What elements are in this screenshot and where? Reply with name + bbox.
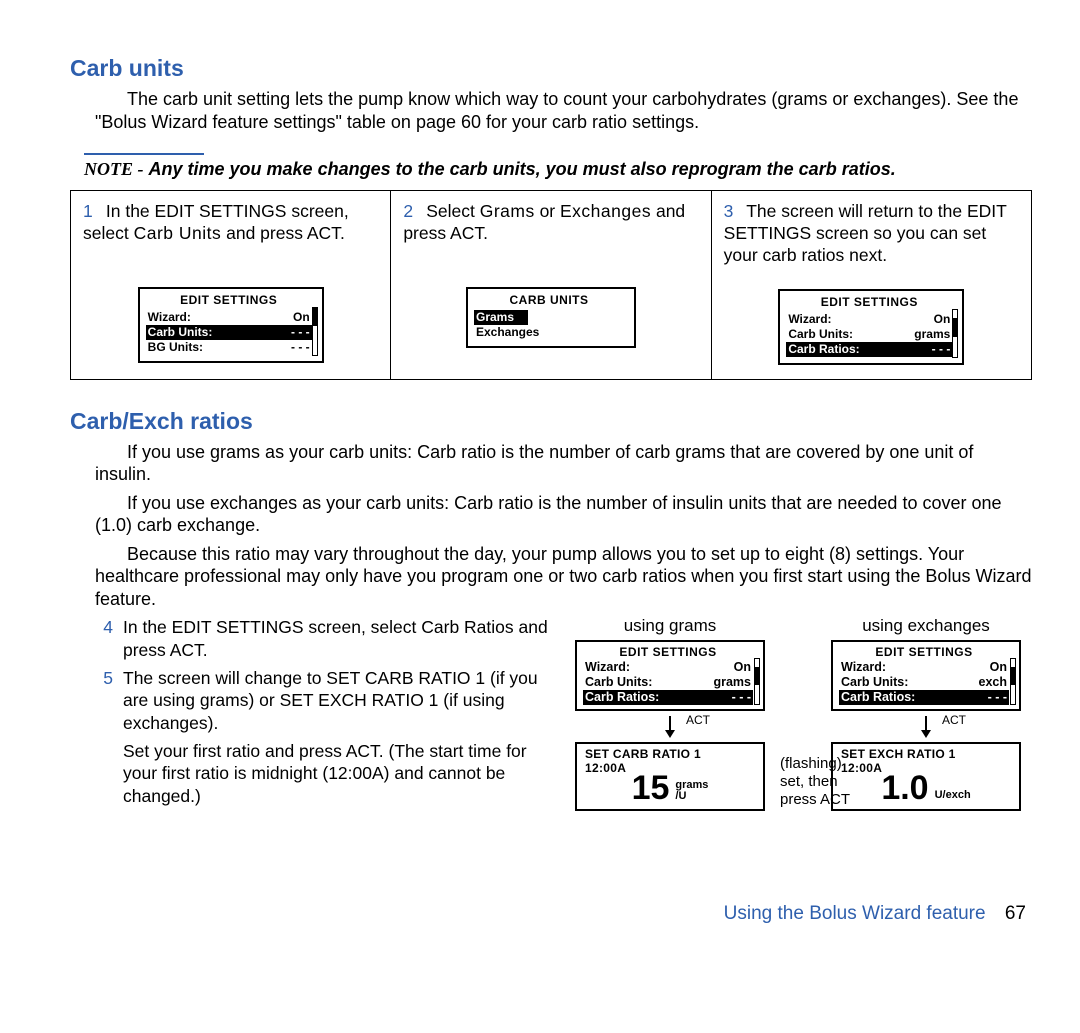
lower-wrap: 4 In the EDIT SETTINGS screen, select Ca…	[70, 616, 1032, 813]
grams-act-label: ACT	[686, 713, 710, 727]
exch-top-lcd: EDIT SETTINGS Wizard:On Carb Units:exch …	[831, 640, 1021, 711]
flashing-note: (flashing) set, then press ACT	[780, 755, 860, 809]
lcd2-row1: Grams	[474, 310, 528, 325]
lcd-step-3: EDIT SETTINGS Wizard:On Carb Units:grams…	[778, 289, 964, 365]
step-3-text: 3 The screen will return to the EDIT SET…	[724, 201, 1019, 267]
lcd3-scroll-thumb	[953, 318, 957, 337]
ratio-step-6: Set your first ratio and press ACT. (The…	[95, 740, 552, 807]
ratio-step-5: 5 The screen will change to SET CARB RAT…	[95, 667, 552, 734]
section-title-carb-units: Carb units	[70, 55, 1032, 82]
exch-act-arrow: ACT	[826, 715, 1026, 738]
section-title-carb-exch: Carb/Exch ratios	[70, 408, 1032, 435]
ratio-step-4: 4 In the EDIT SETTINGS screen, select Ca…	[95, 616, 552, 661]
arrow-icon	[669, 716, 671, 730]
step-1-text: 1 In the EDIT SETTINGS screen, select Ca…	[83, 201, 378, 245]
lcd3-title: EDIT SETTINGS	[788, 295, 950, 310]
step-2: 2 Select Grams or Exchanges and press AC…	[391, 191, 711, 379]
step5-num: 5	[95, 667, 123, 734]
lower-right: using grams EDIT SETTINGS Wizard:On Carb…	[570, 616, 1032, 809]
arrow-icon	[925, 716, 927, 730]
note-line: NOTE - Any time you make changes to the …	[84, 159, 1032, 180]
step-3-num: 3	[724, 201, 742, 223]
exch-big-value: 1.0	[881, 771, 928, 805]
footer-chapter: Using the Bolus Wizard feature	[724, 903, 986, 924]
lcd3-row3: Carb Ratios:- - -	[786, 342, 952, 357]
arrow-head-icon	[665, 730, 675, 738]
lcd3-row1: Wizard:On	[788, 312, 950, 327]
step5-text: The screen will change to SET CARB RATIO…	[123, 667, 552, 734]
col-grams-label: using grams	[570, 616, 770, 636]
lcd1-scroll-thumb	[313, 308, 317, 326]
step-box: 1 In the EDIT SETTINGS screen, select Ca…	[70, 190, 1032, 380]
ratio-steps: 4 In the EDIT SETTINGS screen, select Ca…	[95, 616, 552, 813]
step6-num	[95, 740, 123, 807]
lcd1-row3: BG Units:- - -	[148, 340, 310, 355]
lcd-step-1: EDIT SETTINGS Wizard:On Carb Units:- - -…	[138, 287, 324, 363]
para-exch: If you use exchanges as your carb units:…	[95, 492, 1032, 537]
step-3: 3 The screen will return to the EDIT SET…	[712, 191, 1031, 379]
lcd1-row1: Wizard:On	[148, 310, 310, 325]
lcd1-scroll	[312, 307, 318, 356]
col-grams: using grams EDIT SETTINGS Wizard:On Carb…	[570, 616, 770, 811]
lcd2-title: CARB UNITS	[476, 293, 622, 308]
step4-text: In the EDIT SETTINGS screen, select Carb…	[123, 616, 552, 661]
note-body: Any time you make changes to the carb un…	[149, 159, 896, 179]
lcd3-row2: Carb Units:grams	[788, 327, 950, 342]
step-1-num: 1	[83, 201, 101, 223]
page-footer: Using the Bolus Wizard feature 67	[70, 903, 1032, 925]
lcd1-title: EDIT SETTINGS	[148, 293, 310, 308]
lcd-step-2: CARB UNITS Grams Exchanges	[466, 287, 636, 348]
step4-num: 4	[95, 616, 123, 661]
step6-text: Set your first ratio and press ACT. (The…	[123, 740, 552, 807]
step-2-text: 2 Select Grams or Exchanges and press AC…	[403, 201, 698, 245]
note-rule	[84, 153, 204, 155]
arrow-head-icon	[921, 730, 931, 738]
lcd3-scroll	[952, 309, 958, 358]
grams-big-value: 15	[632, 771, 670, 805]
note-label: NOTE -	[84, 159, 144, 179]
col-exch-label: using exchanges	[826, 616, 1026, 636]
grams-act-arrow: ACT	[570, 715, 770, 738]
grams-top-lcd: EDIT SETTINGS Wizard:On Carb Units:grams…	[575, 640, 765, 711]
grams-bot-lcd: SET CARB RATIO 1 12:00A 15 grams/U	[575, 742, 765, 811]
para-grams: If you use grams as your carb units: Car…	[95, 441, 1032, 486]
lcd2-row2: Exchanges	[476, 325, 622, 340]
step-2-num: 2	[403, 201, 421, 223]
footer-page-num: 67	[1005, 903, 1026, 924]
step-1: 1 In the EDIT SETTINGS screen, select Ca…	[71, 191, 391, 379]
para-vary: Because this ratio may vary throughout t…	[95, 543, 1032, 611]
carb-units-para: The carb unit setting lets the pump know…	[95, 88, 1032, 133]
lcd1-row2: Carb Units:- - -	[146, 325, 312, 340]
exch-act-label: ACT	[942, 713, 966, 727]
